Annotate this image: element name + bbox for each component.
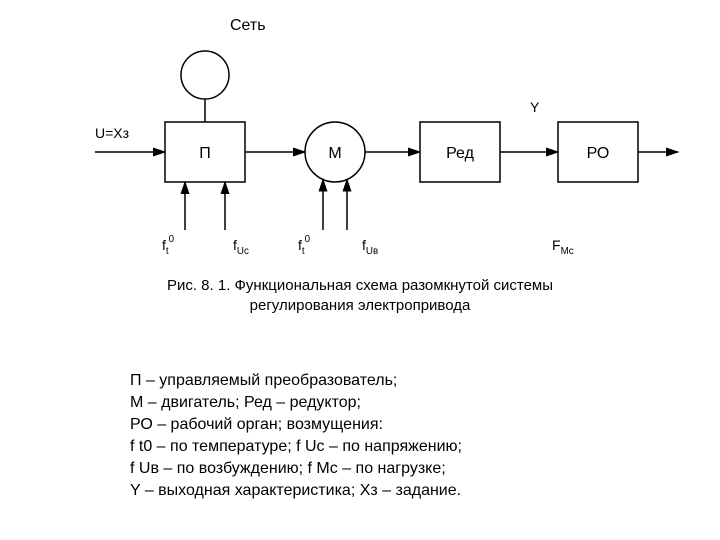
block-p-label: П	[199, 145, 211, 162]
label-output: Y	[530, 99, 540, 115]
legend-line: РО – рабочий орган; возмущения:	[130, 416, 383, 433]
net-label: Сеть	[230, 17, 266, 34]
label-input: U=Xз	[95, 125, 129, 141]
legend-line: Y – выходная характеристика; Xз – задани…	[130, 482, 461, 499]
legend-line: f Uв – по возбуждению; f Mc – по нагрузк…	[130, 460, 446, 477]
block-ro-label: РО	[587, 145, 610, 162]
block-m-label: М	[328, 145, 341, 162]
legend-line: f t0 – по температуре; f Uc – по напряже…	[130, 438, 462, 455]
legend-line: П – управляемый преобразователь;	[130, 372, 397, 389]
block-red-label: Ред	[446, 145, 475, 162]
legend-line: М – двигатель; Ред – редуктор;	[130, 394, 361, 411]
caption-line2: регулирования электропривода	[250, 297, 471, 314]
diagram-svg: СетьПМРедРОU=XзYft0fUcft0fUвFMcРис. 8. 1…	[0, 0, 720, 540]
caption-line1: Рис. 8. 1. Функциональная схема разомкну…	[167, 277, 553, 294]
